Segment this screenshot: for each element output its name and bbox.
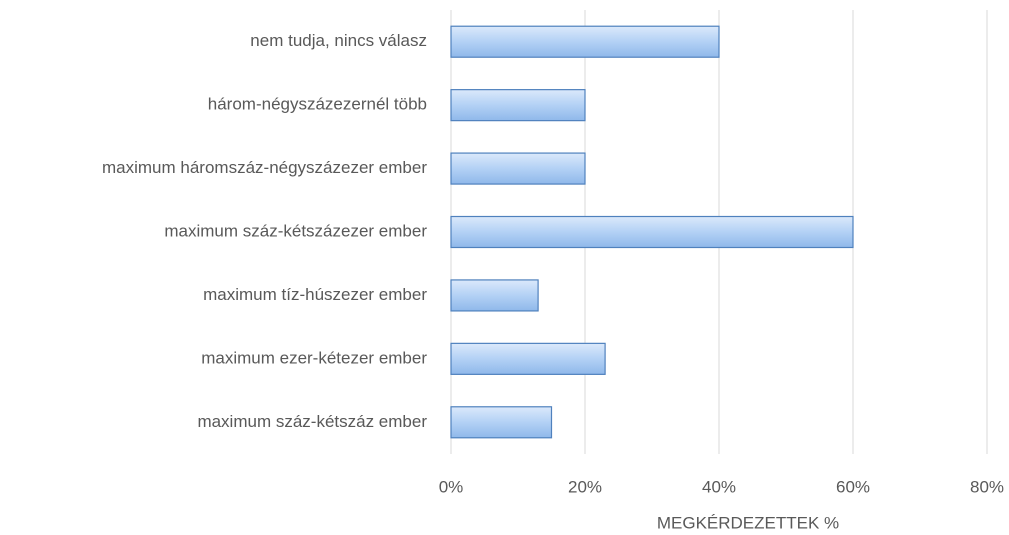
bar bbox=[450, 25, 720, 58]
y-tick-label: három-négyszázezernél több bbox=[208, 95, 427, 114]
bar bbox=[450, 215, 854, 249]
x-tick-label: 0% bbox=[439, 477, 464, 496]
bar bbox=[450, 342, 606, 375]
bar bbox=[450, 279, 539, 312]
bar bbox=[450, 152, 586, 185]
bar bbox=[450, 89, 586, 122]
x-tick-label: 60% bbox=[836, 477, 870, 496]
y-tick-label: nem tudja, nincs válasz bbox=[250, 31, 427, 50]
x-tick-label: 80% bbox=[970, 477, 1004, 496]
x-tick-label: 20% bbox=[568, 477, 602, 496]
y-tick-label: maximum tíz-húszezer ember bbox=[203, 285, 427, 304]
x-tick-label: 40% bbox=[702, 477, 736, 496]
bar bbox=[450, 406, 553, 439]
y-tick-label: maximum száz-kétszázezer ember bbox=[164, 221, 427, 240]
y-tick-label: maximum háromszáz-négyszázezer ember bbox=[102, 158, 427, 177]
x-axis-title: MEGKÉRDEZETTEK % bbox=[657, 513, 839, 532]
y-tick-label: maximum ezer-kétezer ember bbox=[201, 348, 427, 367]
y-tick-label: maximum száz-kétszáz ember bbox=[197, 412, 427, 431]
